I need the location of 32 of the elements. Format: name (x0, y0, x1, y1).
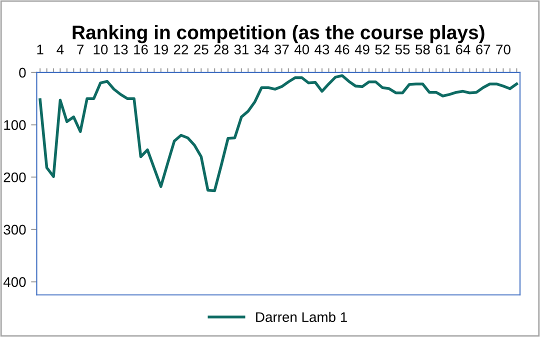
x-tick-label: 37 (274, 44, 289, 54)
x-tick-label: 31 (234, 44, 248, 54)
x-tick-label: 64 (456, 44, 470, 54)
x-tick-label: 13 (114, 44, 128, 54)
x-tick-label: 43 (314, 44, 330, 54)
x-tick-label: 67 (476, 44, 490, 54)
legend-label: Darren Lamb 1 (256, 312, 347, 322)
y-tick-label: 100 (4, 120, 26, 130)
x-tick-label: 16 (134, 44, 148, 54)
x-tick-label: 34 (254, 44, 269, 54)
chart-title: Ranking in competition (as the course plays) (72, 25, 484, 44)
y-tick-label: 300 (4, 224, 26, 235)
x-tick-label: 49 (354, 44, 370, 54)
x-tick-label: 19 (154, 44, 168, 54)
x-tick-label: 1 (37, 44, 44, 54)
x-tick-label: 52 (375, 44, 390, 54)
x-tick-label: 22 (174, 44, 188, 54)
y-tick-label: 200 (4, 172, 26, 182)
x-tick-label: 10 (94, 44, 108, 54)
x-tick-label: 58 (416, 44, 430, 54)
y-tick-label: 0 (19, 68, 26, 78)
x-tick-label: 70 (496, 44, 510, 54)
x-tick-label: 55 (395, 44, 410, 54)
y-tick-label: 400 (3, 277, 26, 287)
x-tick-label: 61 (436, 44, 450, 54)
x-tick-label: 7 (77, 44, 84, 54)
x-tick-label: 40 (294, 44, 310, 54)
x-tick-label: 4 (56, 44, 64, 54)
x-tick-label: 25 (194, 44, 208, 54)
line-series (38, 74, 518, 192)
x-tick-label: 46 (334, 44, 350, 54)
x-tick-label: 28 (214, 44, 228, 54)
